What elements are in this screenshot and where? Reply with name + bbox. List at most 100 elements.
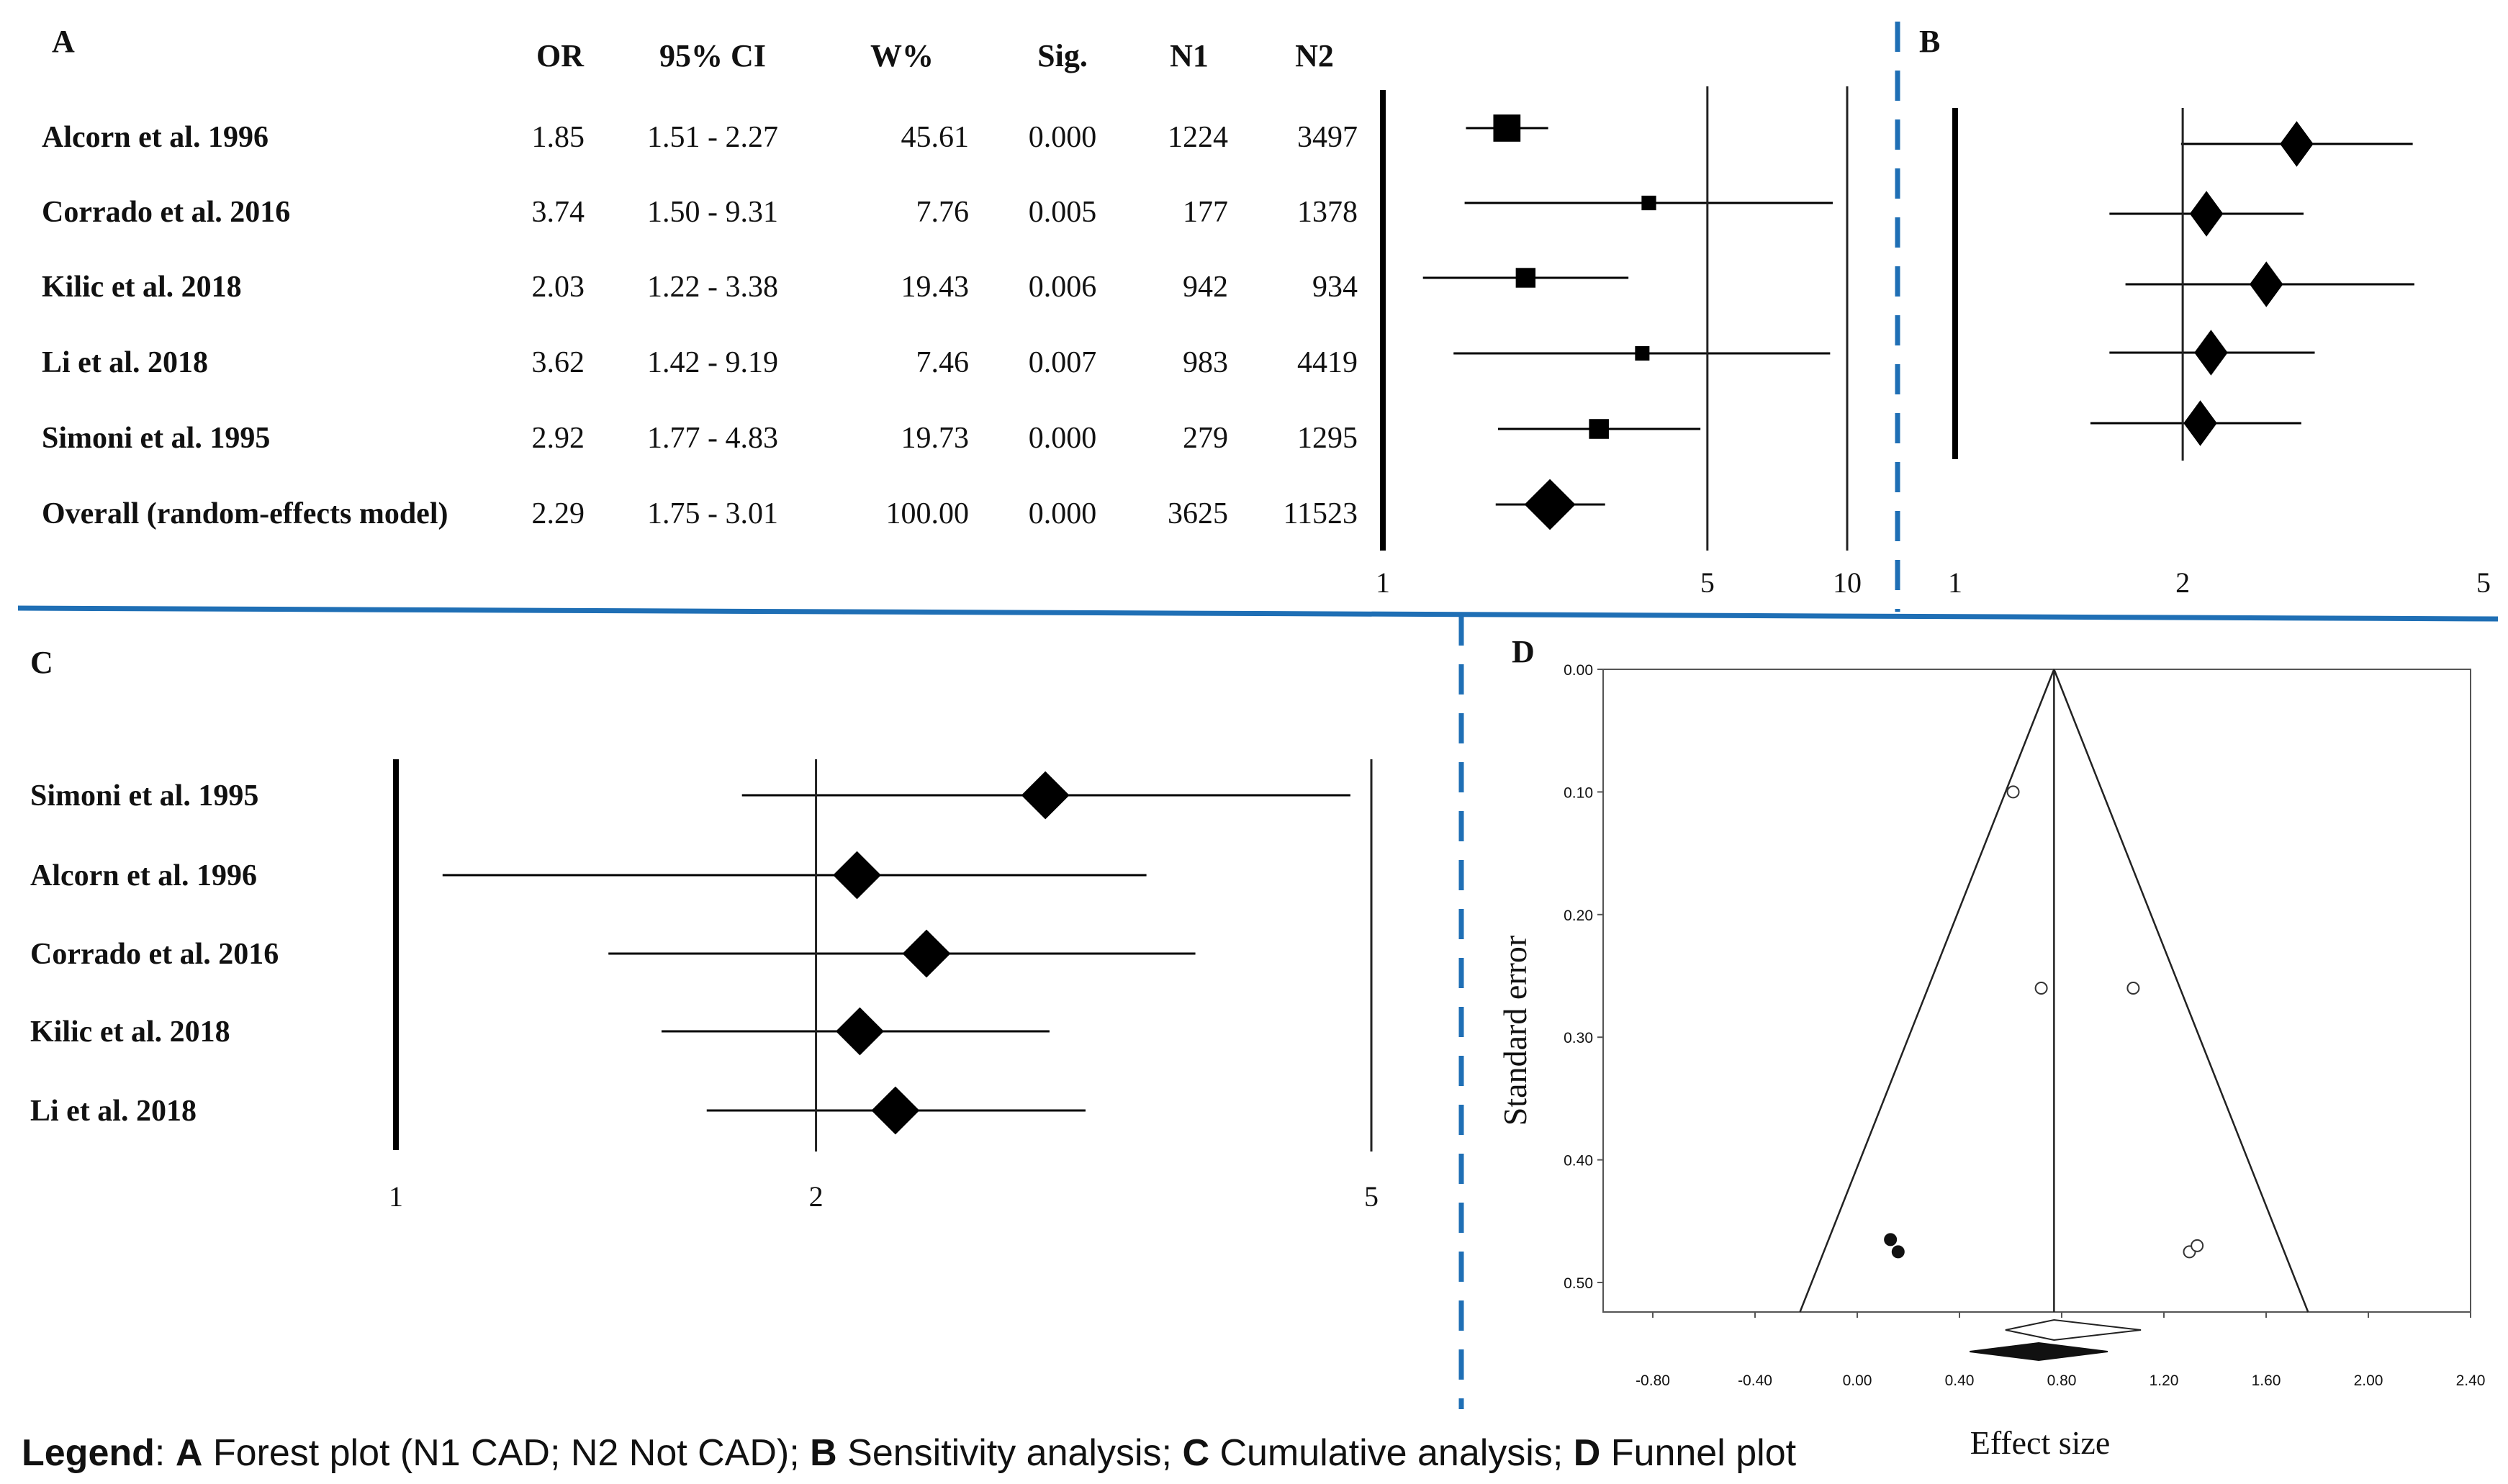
- x-tick-label: -0.80: [1636, 1372, 1670, 1389]
- estimate-diamond: [2183, 400, 2217, 446]
- study-label: Alcorn et al. 1996: [30, 859, 257, 892]
- study-label: Corrado et al. 2016: [30, 938, 279, 971]
- n2-value: 1378: [1297, 196, 1358, 229]
- y-tick-label: 0.30: [1564, 1030, 1593, 1046]
- col-header-weight: W%: [870, 38, 934, 73]
- significance-value: 0.005: [1029, 196, 1097, 229]
- x-tick-label: 1.20: [2150, 1372, 2179, 1389]
- x-tick-label: 1: [1948, 566, 1962, 599]
- estimate-diamond: [2280, 121, 2314, 167]
- confidence-interval-value: 1.75 - 3.01: [647, 497, 778, 530]
- confidence-interval-value: 1.51 - 2.27: [647, 121, 778, 154]
- x-tick-label: 1.60: [2252, 1372, 2281, 1389]
- observed-study-point: [2191, 1239, 2204, 1252]
- observed-study-point: [2006, 785, 2020, 799]
- funnel-y-axis-label: Standard error: [1497, 936, 1533, 1126]
- cumulative-diamond: [836, 1007, 884, 1056]
- n2-value: 11523: [1284, 497, 1358, 530]
- n1-value: 279: [1183, 422, 1228, 455]
- n2-value: 1295: [1297, 422, 1358, 455]
- odds-ratio-value: 2.92: [532, 422, 585, 455]
- significance-value: 0.000: [1029, 422, 1097, 455]
- x-tick-label: 10: [1833, 566, 1862, 599]
- funnel-right-limit: [2053, 669, 2309, 1313]
- panel-b-sensitivity-plot: 1 2 5: [1948, 108, 2491, 599]
- odds-ratio-value: 1.85: [532, 121, 585, 154]
- col-header-n2: N2: [1295, 38, 1334, 73]
- x-tick-label: 2.00: [2354, 1372, 2383, 1389]
- col-header-n1: N1: [1170, 38, 1209, 73]
- odds-ratio-value: 2.29: [532, 497, 585, 530]
- panel-c-cumulative-plot: Simoni et al. 1995 Alcorn et al. 1996 Corr…: [30, 759, 1379, 1213]
- weight-value: 7.46: [916, 346, 970, 379]
- x-tick-label: 5: [1700, 566, 1715, 599]
- study-label: Kilic et al. 2018: [42, 271, 242, 304]
- panel-d-funnel-plot: 0.00 0.10 0.20 0.30 0.40 0.50 -0.80 -0.40 0.00 0.…: [1564, 662, 2485, 1389]
- cumulative-diamond: [1021, 771, 1070, 820]
- estimate-diamond: [2189, 191, 2224, 237]
- observed-study-point: [2034, 982, 2048, 995]
- weight-square: [1635, 345, 1650, 361]
- adjusted-summary-diamond: [1970, 1342, 2108, 1362]
- cumulative-diamond: [902, 929, 951, 978]
- col-header-or: OR: [536, 38, 585, 73]
- weight-square: [1589, 419, 1609, 439]
- weight-value: 45.61: [901, 121, 970, 154]
- panel-label-b: B: [1919, 24, 1940, 59]
- imputed-study-point: [1891, 1245, 1905, 1259]
- x-tick-label: 5: [2476, 566, 2491, 599]
- study-label: Li et al. 2018: [30, 1095, 197, 1128]
- study-label: Kilic et al. 2018: [30, 1015, 230, 1049]
- significance-value: 0.000: [1029, 497, 1097, 530]
- panel-a-forest-table: OR 95% CI W% Sig. N1 N2: [536, 38, 1334, 73]
- weight-value: 100.00: [886, 497, 970, 530]
- y-tick-label: 0.10: [1564, 784, 1593, 801]
- n2-value: 3497: [1297, 121, 1358, 154]
- significance-value: 0.007: [1029, 346, 1097, 379]
- observed-summary-diamond: [2005, 1318, 2142, 1342]
- cumulative-diamond: [871, 1086, 920, 1135]
- imputed-study-point: [1884, 1233, 1898, 1247]
- confidence-interval-value: 1.50 - 9.31: [647, 196, 778, 229]
- weight-value: 19.43: [901, 271, 970, 304]
- n2-value: 4419: [1297, 346, 1358, 379]
- weight-square: [1493, 114, 1521, 142]
- x-tick-label: 2: [809, 1180, 824, 1213]
- legend-label: Legend: [22, 1432, 155, 1474]
- overall-diamond: [1524, 479, 1576, 530]
- divider-horizontal: [17, 605, 2499, 622]
- x-tick-label: 2: [2175, 566, 2190, 599]
- n1-value: 942: [1183, 271, 1228, 304]
- panel-label-a: A: [52, 24, 75, 59]
- legend-c-key: C: [1182, 1432, 1209, 1474]
- weight-value: 7.76: [916, 196, 970, 229]
- col-header-sig: Sig.: [1037, 38, 1088, 73]
- panel-label-c: C: [30, 645, 53, 680]
- n1-value: 983: [1183, 346, 1228, 379]
- col-header-ci: 95% CI: [659, 38, 766, 73]
- funnel-x-axis-label: Effect size: [1970, 1424, 2111, 1461]
- x-tick-label: 5: [1364, 1180, 1379, 1213]
- x-tick-label: 1: [389, 1180, 403, 1213]
- odds-ratio-value: 3.74: [532, 196, 585, 229]
- confidence-interval-value: 1.42 - 9.19: [647, 346, 778, 379]
- x-tick-label: 1: [1376, 566, 1390, 599]
- y-tick-label: 0.50: [1564, 1275, 1593, 1292]
- legend-a-key: A: [176, 1432, 203, 1474]
- panel-a-forest-plot: 1 5 10: [1376, 86, 1862, 599]
- study-label: Simoni et al. 1995: [30, 779, 258, 813]
- y-tick-label: 0.40: [1564, 1153, 1593, 1169]
- n1-value: 1224: [1168, 121, 1228, 154]
- observed-study-point: [2126, 982, 2140, 995]
- x-tick-label: 0.80: [2047, 1372, 2077, 1389]
- legend-a-text: Forest plot (N1 CAD; N2 Not CAD);: [202, 1432, 810, 1474]
- weight-value: 19.73: [901, 422, 970, 455]
- panel-label-d: D: [1512, 634, 1535, 669]
- legend-b-key: B: [810, 1432, 837, 1474]
- legend-b-text: Sensitivity analysis;: [837, 1432, 1183, 1474]
- study-label: Corrado et al. 2016: [42, 196, 290, 229]
- legend-c-text: Cumulative analysis;: [1209, 1432, 1574, 1474]
- legend-d-key: D: [1574, 1432, 1601, 1474]
- x-tick-label: 0.40: [1945, 1372, 1975, 1389]
